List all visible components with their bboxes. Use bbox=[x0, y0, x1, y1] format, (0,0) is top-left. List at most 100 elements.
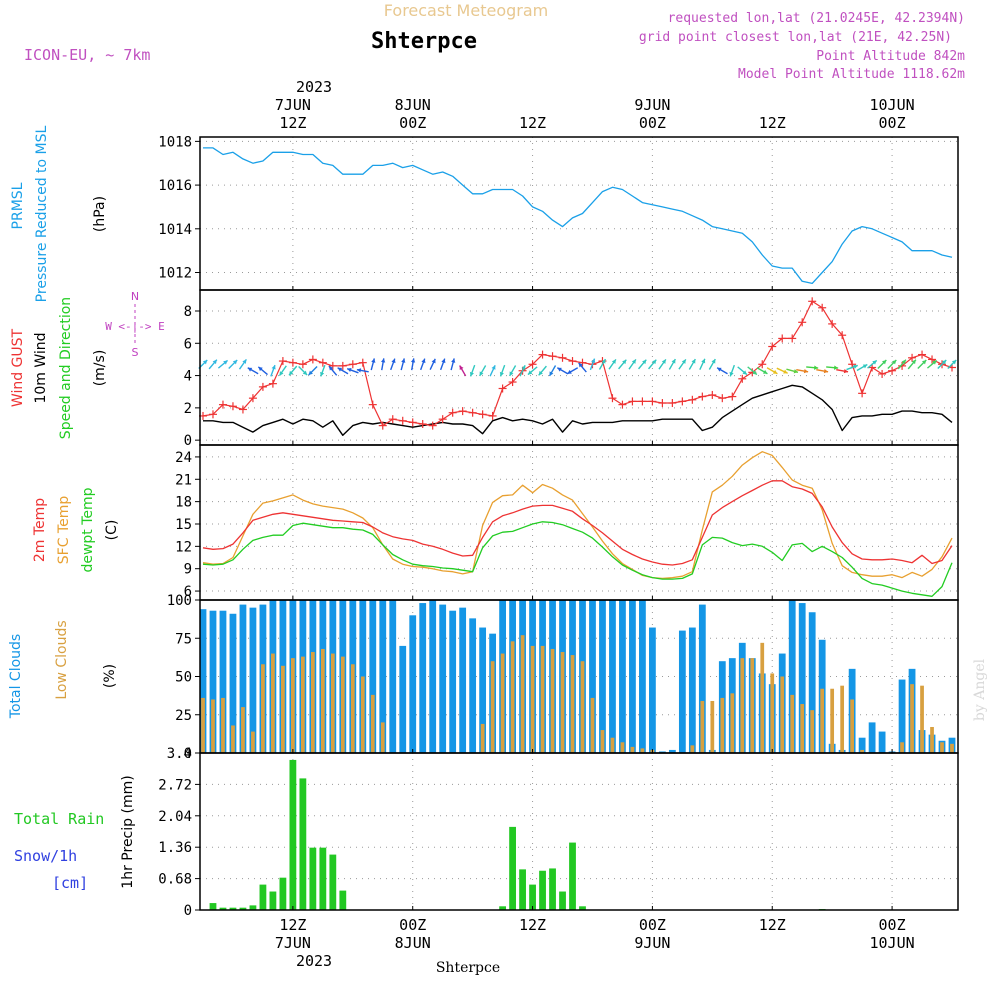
rain-bar bbox=[579, 906, 586, 910]
wind-arrow bbox=[337, 367, 349, 375]
top-hour-label: 00Z bbox=[879, 114, 906, 132]
wind-arrow bbox=[479, 365, 487, 377]
bottom-hour-label: 00Z bbox=[639, 916, 666, 934]
wind-arrow-head bbox=[814, 365, 819, 370]
wind-arrow-head bbox=[941, 360, 947, 365]
wind-arrow bbox=[320, 364, 326, 377]
rain-bar bbox=[249, 905, 257, 910]
wind-arrow-head bbox=[479, 371, 484, 376]
rain-bar bbox=[529, 884, 536, 910]
pressure-line bbox=[203, 147, 953, 285]
top-date-label: 9JUN bbox=[634, 96, 670, 114]
low-cloud-bar bbox=[900, 742, 904, 753]
low-cloud-bar bbox=[840, 685, 845, 753]
sfc-temp-label: SFC Temp bbox=[56, 496, 72, 565]
total-cloud-bar bbox=[459, 607, 467, 753]
dewpt-line bbox=[202, 521, 953, 597]
temp2m-label: 2m Temp bbox=[32, 498, 48, 562]
total-cloud-bar bbox=[479, 627, 487, 753]
low-cloud-bar bbox=[350, 664, 355, 753]
compass-south: S bbox=[132, 346, 139, 359]
low-cloud-bar bbox=[570, 655, 575, 753]
wind-arrow-head bbox=[661, 359, 666, 364]
rain-bar bbox=[339, 890, 347, 910]
wind-arrow bbox=[370, 358, 376, 371]
footer-location: Shterpce bbox=[436, 960, 500, 976]
low-cloud-bar bbox=[241, 707, 245, 753]
low-cloud-bar bbox=[800, 704, 805, 753]
wind-arrow-head bbox=[872, 360, 877, 365]
rain-bar bbox=[289, 759, 297, 910]
total-cloud-bar bbox=[239, 604, 247, 753]
low-cloud-bar bbox=[320, 648, 325, 753]
ytick-label-precip: 2.04 bbox=[158, 809, 192, 825]
watermark: by Angel bbox=[972, 658, 988, 721]
wind-arrow bbox=[608, 358, 617, 370]
wind-arrow-head bbox=[271, 365, 276, 370]
total-cloud-bar bbox=[249, 607, 257, 753]
wind-arrow bbox=[228, 359, 238, 370]
ytick-label-temperature: 6 bbox=[184, 584, 192, 600]
wind-arrow bbox=[836, 368, 849, 374]
wind-arrow-head bbox=[371, 358, 376, 363]
wind-arrow bbox=[208, 359, 218, 370]
wind-arrow bbox=[429, 358, 436, 371]
wind-arrow bbox=[247, 367, 259, 375]
wind-arrow bbox=[708, 358, 716, 370]
total-cloud-bar bbox=[379, 600, 387, 753]
wind-arrow-head bbox=[557, 367, 562, 372]
wind-arrow-head bbox=[347, 368, 352, 373]
low-cloud-bar bbox=[560, 652, 565, 753]
wind-arrow-head bbox=[308, 370, 313, 375]
wind-arrow bbox=[548, 365, 557, 377]
bottom-date-label: 8JUN bbox=[395, 934, 431, 952]
wind-arrow-head bbox=[247, 367, 253, 372]
gridpoint-coords: grid point closest lon,lat (21E, 42.25N) bbox=[639, 30, 952, 45]
low-cloud-bar bbox=[620, 742, 625, 753]
low-cloud-bar bbox=[610, 737, 615, 753]
wind-arrow bbox=[937, 359, 947, 370]
low-cloud-bar bbox=[720, 697, 725, 753]
ytick-label-temperature: 12 bbox=[175, 539, 192, 555]
wind-arrow-head bbox=[711, 359, 716, 364]
wind-arrow-head bbox=[752, 370, 757, 375]
wind-arrow bbox=[628, 358, 637, 370]
wind-arrow-head bbox=[921, 360, 927, 365]
wind-arrow bbox=[668, 358, 676, 370]
ytick-label-temperature: 15 bbox=[175, 517, 192, 533]
rain-bar bbox=[219, 907, 227, 910]
low-cloud-bar bbox=[530, 645, 535, 753]
low-cloud-bar bbox=[710, 700, 715, 753]
ytick-label-clouds: 25 bbox=[175, 708, 192, 724]
wind-arrow-head bbox=[578, 362, 583, 368]
ytick-label-pressure: 1014 bbox=[158, 222, 192, 238]
low-cloud-bar bbox=[370, 694, 375, 753]
total-cloud-bar bbox=[858, 737, 866, 753]
total-cloud-bar bbox=[639, 600, 646, 753]
wind-arrow bbox=[450, 358, 456, 371]
wind-arrow bbox=[926, 359, 938, 369]
ytick-label-precip: 1.36 bbox=[158, 840, 192, 856]
wind-arrow bbox=[806, 365, 819, 370]
wind-arrow bbox=[729, 364, 736, 377]
wind-arrow bbox=[419, 358, 426, 371]
wind-arrow-head bbox=[691, 359, 696, 364]
wind-arrow-head bbox=[622, 359, 627, 365]
wind-arrow bbox=[756, 367, 768, 375]
low-cloud-bar bbox=[490, 661, 495, 753]
wind-arrow-head bbox=[521, 365, 526, 370]
low-cloud-bar bbox=[251, 731, 255, 753]
low-cloud-bar bbox=[500, 653, 505, 753]
snow-unit: [cm] bbox=[52, 874, 88, 892]
low-cloud-bar bbox=[920, 685, 924, 753]
wind-arrow bbox=[867, 359, 878, 369]
total-cloud-bar bbox=[589, 600, 596, 753]
ytick-label-pressure: 1018 bbox=[158, 134, 192, 150]
total-cloud-bar bbox=[439, 604, 447, 753]
top-hour-label: 12Z bbox=[279, 114, 306, 132]
low-cloud-bar bbox=[590, 697, 595, 753]
wind-arrow-head bbox=[509, 371, 514, 376]
low-cloud-bar bbox=[510, 641, 515, 753]
ytick-label-clouds: 0 bbox=[184, 746, 192, 762]
rain-bar bbox=[229, 907, 237, 910]
